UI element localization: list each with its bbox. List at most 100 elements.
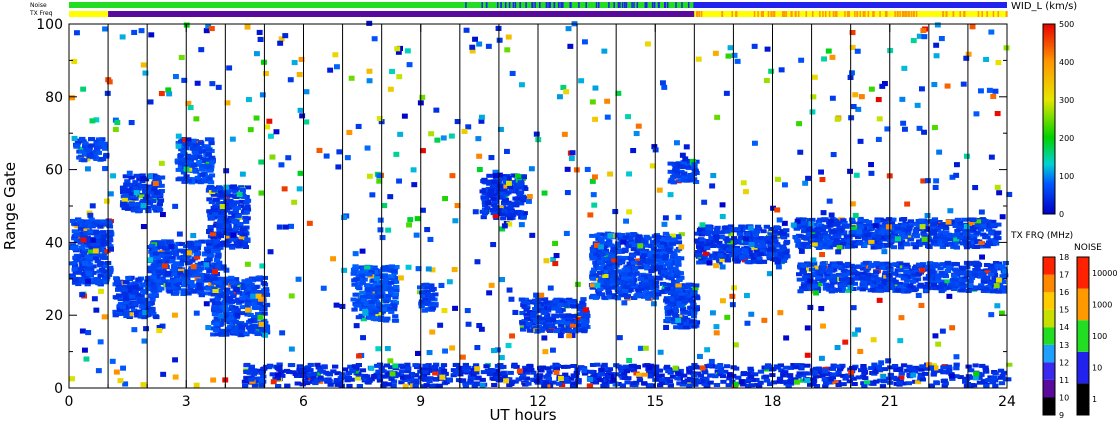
data-point [589, 246, 596, 251]
data-point [228, 210, 235, 215]
data-point [701, 230, 708, 235]
data-point [537, 308, 544, 312]
data-point [127, 282, 134, 287]
data-point [369, 304, 376, 309]
data-point [540, 320, 547, 325]
data-point [550, 365, 557, 370]
data-point [208, 173, 216, 178]
data-point [377, 315, 385, 320]
data-point [735, 375, 742, 380]
data-point [182, 176, 189, 181]
data-point [657, 244, 665, 249]
data-point [734, 255, 741, 260]
data-point [849, 217, 856, 222]
data-point [235, 214, 242, 219]
data-point [95, 150, 102, 155]
data-point [598, 239, 605, 244]
data-point [138, 194, 146, 199]
data-point [723, 236, 730, 241]
data-point [157, 198, 164, 203]
data-point [71, 280, 79, 285]
data-point [897, 222, 905, 227]
data-point [772, 239, 779, 244]
data-point [191, 246, 198, 251]
data-point [555, 309, 562, 314]
data-point [211, 276, 219, 281]
data-point [601, 381, 608, 385]
data-point [83, 228, 90, 233]
data-point [605, 288, 612, 292]
data-point [229, 281, 236, 286]
txfreq-bar-segment [834, 11, 837, 17]
data-point [983, 287, 990, 292]
data-point [245, 278, 252, 283]
data-point [702, 370, 709, 375]
data-point [120, 288, 128, 293]
data-point [246, 280, 253, 285]
data-point [557, 302, 564, 307]
data-point [78, 149, 85, 154]
data-point [559, 379, 566, 384]
data-point [921, 232, 928, 237]
data-point [259, 307, 266, 312]
data-point [826, 270, 833, 274]
data-point [85, 222, 92, 227]
data-point [151, 248, 158, 253]
data-point [938, 289, 945, 294]
data-point [184, 256, 191, 261]
data-point [105, 272, 113, 277]
txfreq-bar-segment [907, 11, 910, 17]
data-point [897, 284, 904, 289]
data-point [904, 274, 911, 279]
data-point [73, 144, 80, 149]
data-point [844, 244, 852, 249]
data-point [135, 182, 142, 187]
data-point [605, 241, 612, 246]
data-point [631, 263, 638, 268]
data-point [255, 277, 262, 282]
data-point [713, 383, 721, 387]
data-point [709, 243, 716, 248]
data-point [123, 191, 131, 195]
data-point [745, 383, 752, 388]
data-point [687, 319, 695, 324]
txfreq-bar-segment [899, 11, 901, 17]
data-point [178, 160, 185, 165]
data-point [259, 311, 266, 316]
data-point [882, 266, 890, 271]
data-point [610, 274, 617, 279]
data-point [602, 269, 609, 274]
data-point [876, 368, 883, 373]
data-point [192, 150, 199, 155]
data-point [139, 173, 146, 178]
data-point [428, 283, 435, 288]
data-point [629, 253, 636, 258]
data-point [909, 275, 916, 280]
data-point [974, 219, 982, 224]
data-point [941, 239, 949, 244]
data-point [641, 274, 648, 279]
noise-bar-segment [646, 2, 648, 8]
data-point [244, 303, 251, 308]
data-point [387, 276, 394, 281]
data-point [263, 292, 271, 297]
data-point [824, 272, 831, 277]
data-point [1000, 289, 1007, 294]
data-point [230, 284, 237, 289]
data-point [1000, 285, 1007, 290]
data-point [204, 276, 211, 281]
data-point [123, 306, 130, 311]
data-point [368, 270, 375, 275]
data-point [819, 228, 827, 233]
data-point [987, 266, 995, 271]
data-point [988, 230, 995, 235]
data-point [225, 235, 233, 240]
data-point [675, 240, 683, 245]
data-point [783, 239, 791, 244]
data-point [94, 233, 101, 238]
data-point [236, 323, 243, 328]
data-point [899, 231, 906, 236]
data-point [870, 245, 877, 250]
data-point [198, 149, 206, 154]
data-point [276, 362, 283, 367]
